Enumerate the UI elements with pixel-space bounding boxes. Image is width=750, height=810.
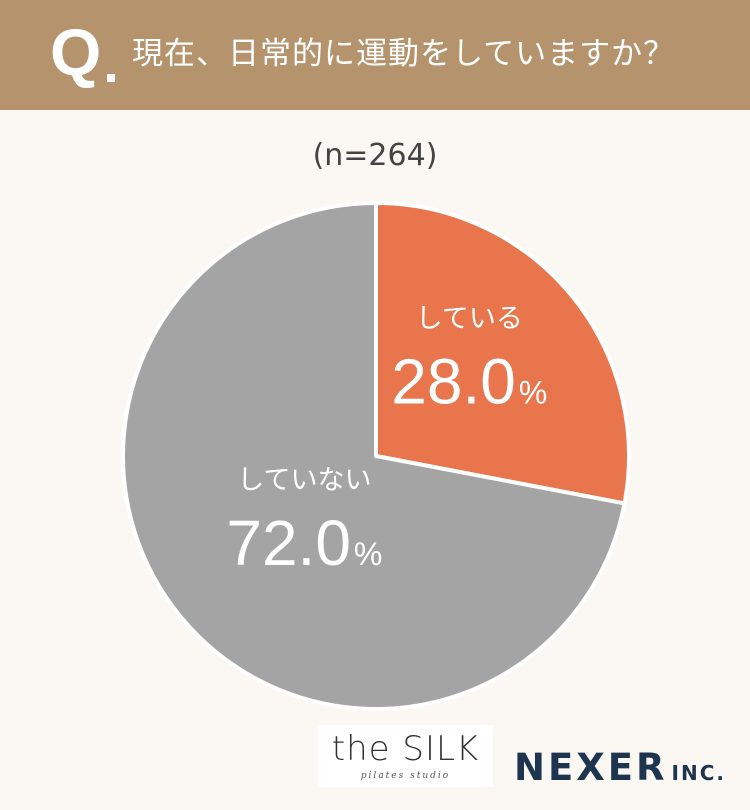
q-mark: Q (50, 15, 102, 89)
question-header: Q 現在、日常的に運動をしていますか？ (0, 0, 750, 110)
slice-value-1: 28.0% (391, 346, 547, 418)
nexer-logo: NEXER INC. (514, 746, 726, 789)
question-text: 現在、日常的に運動をしていますか？ (132, 36, 676, 72)
the-silk-logo: the SILK pilates studio (318, 725, 493, 787)
nexer-logo-name: NEXER (514, 746, 668, 789)
silk-logo-subtitle: pilates studio (360, 771, 451, 781)
slice-value-2: 72.0% (226, 507, 382, 579)
slice-label-2: していない (237, 465, 371, 496)
pie-slice-1 (374, 201, 631, 506)
nexer-logo-inc: INC. (671, 761, 727, 785)
slice-label-1: している (416, 304, 523, 335)
silk-logo-name: the SILK (331, 729, 480, 769)
q-dot (107, 74, 115, 82)
sample-size: (n=264) (312, 138, 438, 173)
pie-slice-2 (121, 201, 627, 711)
